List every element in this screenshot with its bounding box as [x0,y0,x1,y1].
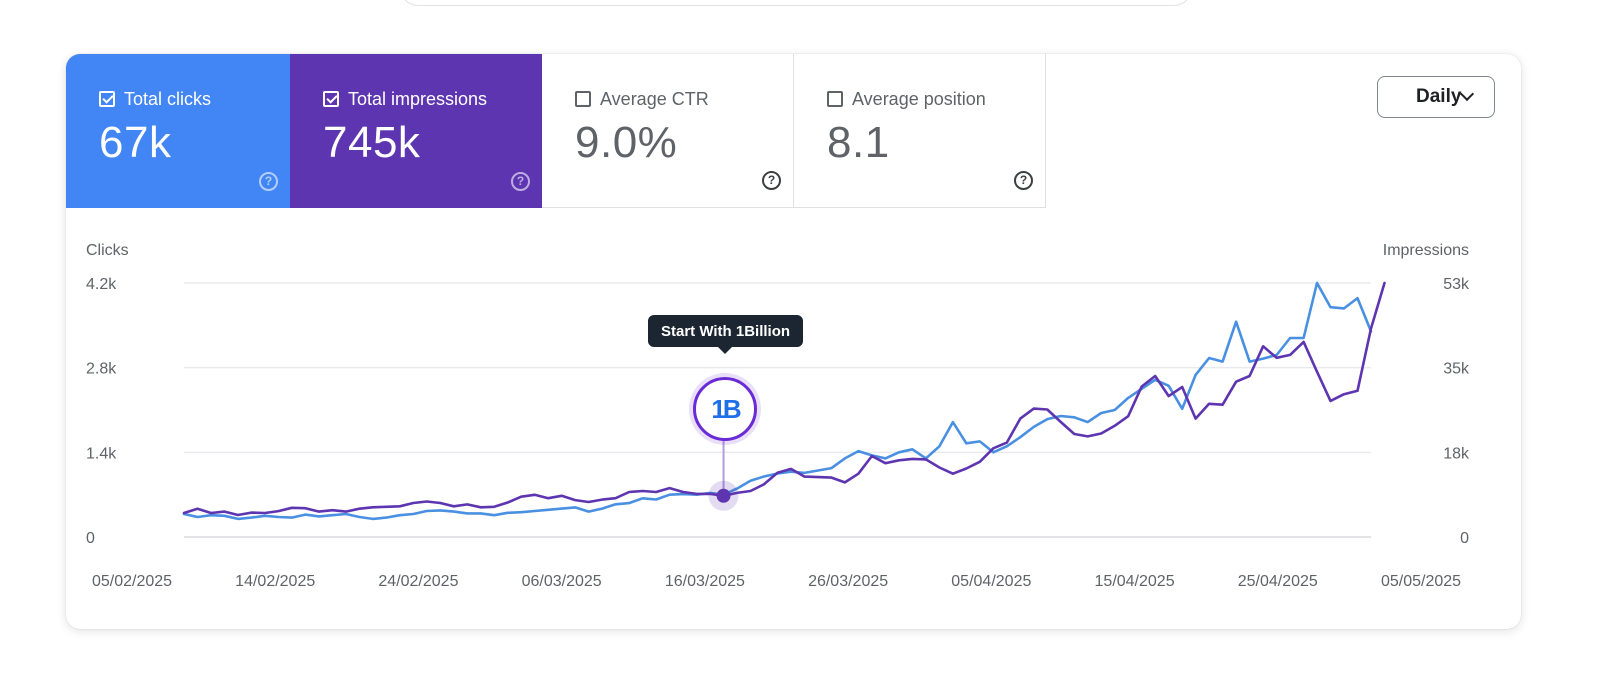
right-axis-label: Impressions [1383,242,1469,259]
left-axis-label: Clicks [86,242,129,259]
1billion-logo-icon[interactable]: 1B [693,377,757,441]
help-icon[interactable]: ? [259,172,278,191]
metric-value: 67k [99,118,172,167]
annotation-point [716,488,731,503]
metric-label: Average position [852,88,986,109]
x-tick-label: 15/04/2025 [1095,573,1175,590]
metric-value: 8.1 [827,118,890,167]
y-tick-left: 0 [86,530,95,547]
annotation-tooltip: Start With 1Billion [648,315,803,354]
x-tick-label: 14/02/2025 [235,573,315,590]
x-tick-label: 26/03/2025 [808,573,888,590]
x-tick-label: 05/02/2025 [92,573,172,590]
chevron-down-icon [1459,86,1475,102]
x-tick-label: 05/04/2025 [951,573,1031,590]
logo-text: 1B [711,393,741,424]
checkbox-checked-icon[interactable] [323,91,339,107]
performance-chart: 4.2k 53k 2.8k 35k 1.4k 18k 0 0 Clicks Impressions… [86,242,1470,590]
period-dropdown[interactable]: Daily [1377,76,1495,118]
y-tick-right: 53k [1443,276,1470,293]
metric-label: Total clicks [124,88,212,109]
y-tick-right: 35k [1443,361,1470,378]
performance-card: 4.2k 53k 2.8k 35k 1.4k 18k 0 0 Clicks Impressions… [66,54,1521,629]
x-tick-label: 06/03/2025 [522,573,602,590]
period-dropdown-value: Daily [1416,86,1462,107]
metric-total-clicks[interactable]: Total clicks 67k ? [66,54,290,208]
metric-average-position[interactable]: Average position 8.1 ? [794,54,1046,208]
help-icon[interactable]: ? [1014,171,1033,190]
help-icon[interactable]: ? [511,172,530,191]
x-tick-label: 25/04/2025 [1238,573,1318,590]
search-bar-outline [400,0,1192,6]
x-tick-label: 24/02/2025 [378,573,458,590]
help-icon[interactable]: ? [762,171,781,190]
impressions-series-line [182,281,1386,517]
y-tick-right: 18k [1443,445,1470,462]
y-tick-left: 4.2k [86,276,117,293]
checkbox-unchecked-icon[interactable] [827,91,843,107]
metric-value: 745k [323,118,421,167]
metric-average-ctr[interactable]: Average CTR 9.0% ? [542,54,794,208]
y-tick-right: 0 [1460,530,1469,547]
metric-label: Average CTR [600,88,709,109]
metric-value: 9.0% [575,118,678,167]
metric-label: Total impressions [348,88,488,109]
x-tick-label: 16/03/2025 [665,573,745,590]
checkbox-checked-icon[interactable] [99,91,115,107]
metric-total-impressions[interactable]: Total impressions 745k ? [290,54,542,208]
y-tick-left: 1.4k [86,445,117,462]
y-tick-left: 2.8k [86,361,117,378]
checkbox-unchecked-icon[interactable] [575,91,591,107]
x-tick-label: 05/05/2025 [1381,573,1461,590]
